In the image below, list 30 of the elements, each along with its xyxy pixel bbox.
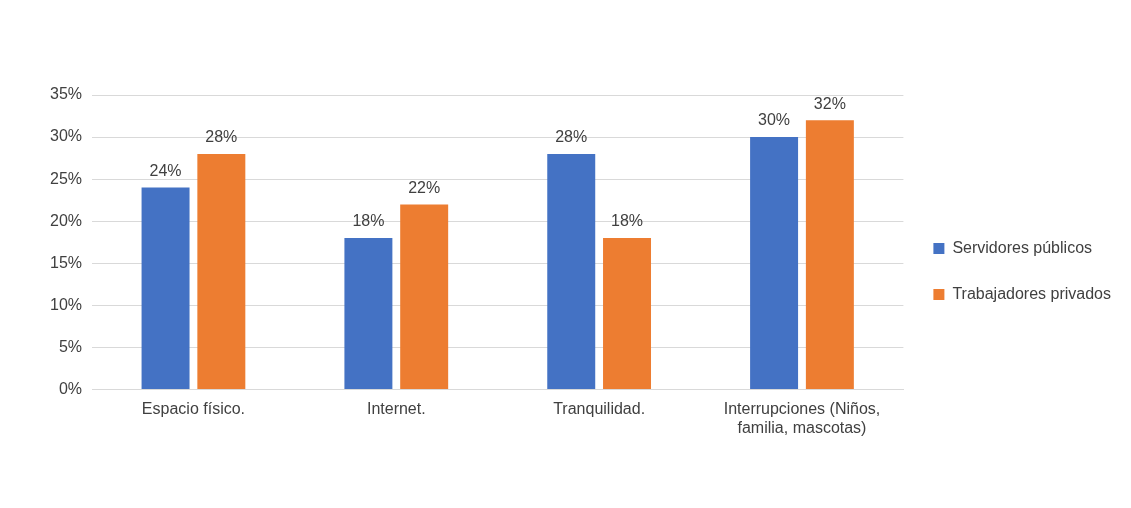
- x-tick-label: Internet.: [366, 399, 426, 417]
- x-tick-label: Espacio físico.: [141, 399, 246, 417]
- bar: [344, 238, 393, 390]
- y-tick-label: 10%: [49, 295, 83, 313]
- bar: [141, 187, 190, 390]
- y-tick-label: 15%: [49, 253, 83, 271]
- bar: [603, 238, 652, 390]
- data-label: 18%: [611, 212, 644, 230]
- data-label: 28%: [205, 128, 238, 146]
- legend-label: Trabajadores privados: [952, 284, 1112, 302]
- y-tick-label: 35%: [49, 85, 83, 103]
- data-label: 22%: [408, 178, 441, 196]
- x-tick-label: Tranquilidad.: [553, 399, 646, 417]
- bar: [805, 120, 854, 390]
- bar: [750, 137, 799, 390]
- bar: [197, 153, 246, 390]
- y-tick-label: 30%: [49, 127, 83, 145]
- bar: [400, 204, 449, 390]
- y-tick-label: 5%: [58, 337, 83, 355]
- data-label: 32%: [813, 94, 846, 112]
- legend-label: Servidores públicos: [952, 238, 1093, 256]
- x-tick-label: Interrupciones (Niños, familia, mascotas): [723, 399, 881, 436]
- data-label: 24%: [149, 161, 182, 179]
- bar: [547, 153, 596, 390]
- y-tick-label: 20%: [49, 211, 83, 229]
- y-tick-label: 25%: [49, 169, 83, 187]
- data-label: 28%: [555, 128, 588, 146]
- y-tick-label: 0%: [58, 380, 83, 398]
- data-label: 30%: [758, 111, 791, 129]
- data-label: 18%: [352, 212, 385, 230]
